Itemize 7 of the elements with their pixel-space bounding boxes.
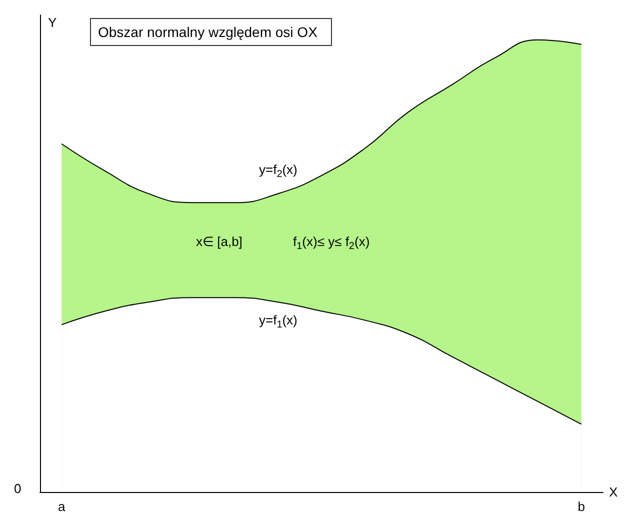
x-axis-title: X	[609, 484, 618, 500]
x-tick-label: a	[58, 499, 66, 514]
chart-title: Obszar normalny względem osi OX	[98, 24, 318, 40]
annotation: x∈ [a,b]	[196, 234, 242, 249]
text: 0	[14, 481, 22, 496]
y-axis-title: Y	[48, 15, 57, 30]
x-tick-label: b	[578, 499, 585, 514]
